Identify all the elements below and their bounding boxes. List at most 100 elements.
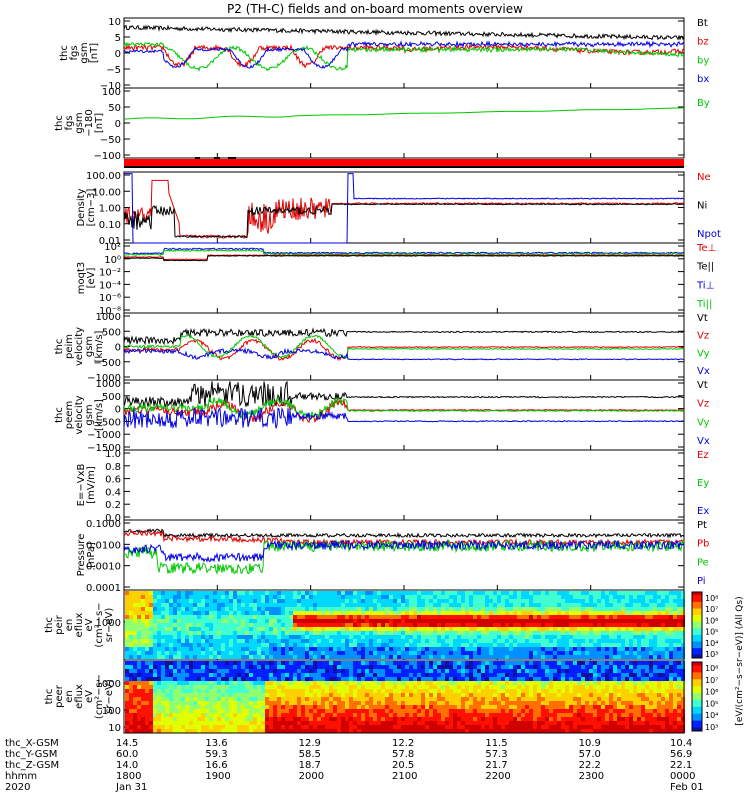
y-axis-label-line: E=−VxB	[76, 464, 87, 507]
legend-entry: By	[697, 98, 710, 109]
y-axis-label: Density [cm−3]	[76, 188, 97, 226]
y-axis-label-line: en	[64, 690, 75, 703]
legend-entry: Ti||	[696, 299, 712, 310]
y-axis-label: E=−VxB [mV/m]	[76, 464, 97, 507]
y-tick-label: −5	[106, 65, 121, 76]
y-tick-label: 0.6	[105, 475, 121, 486]
y-axis-label-line: [nT]	[89, 43, 100, 63]
y-axis-label-line: peer	[54, 684, 65, 708]
legend-entry: Pe	[697, 557, 709, 568]
x-tick-value: 57.8	[392, 749, 415, 760]
y-tick-label: 50	[108, 103, 121, 114]
y-axis-label: thc peim velocity gsm [km/s]	[54, 327, 105, 366]
y-tick-label: 0.0100	[86, 540, 121, 551]
legend-entry: Ti⊥	[696, 280, 714, 291]
y-axis-label-line: velocity	[74, 327, 85, 366]
x-tick-value: 14.5	[116, 738, 139, 749]
y-axis-label-line: sr−eV)	[104, 608, 115, 643]
colorbar-label: 10⁵	[705, 628, 718, 637]
y-tick-label: 500	[102, 392, 121, 403]
panel-efield: 1.0 0.8 0.60.4 0.2 0.0 E=−VxB [mV/m] Ez Ey Ex	[76, 449, 709, 524]
y-axis-label-line: eV	[84, 618, 95, 631]
y-tick-label: 10²	[104, 242, 121, 253]
series-Bt	[123, 24, 685, 41]
y-axis-label-line: [eV]	[86, 268, 97, 289]
y-tick-label: 1.00	[99, 204, 121, 215]
y-tick-label: 10⁻⁶	[99, 293, 121, 304]
legend-entry: Vx	[697, 366, 710, 377]
mode-bar	[124, 159, 684, 167]
y-tick-label: −100	[94, 151, 121, 162]
y-axis-label-line: thc	[44, 617, 55, 633]
y-tick-label: 0.0010	[86, 562, 121, 573]
legend-entry: Te⊥	[696, 243, 716, 254]
x-tick-value: 16.6	[205, 760, 228, 771]
colorbar-label: 10⁵	[705, 699, 718, 708]
series-Npot	[124, 173, 685, 244]
y-tick-label: 0.0	[105, 513, 121, 524]
x-tick-value: 10.4	[670, 738, 693, 749]
y-axis-label-line: peir	[54, 614, 65, 634]
x-tick-value: 2100	[392, 771, 418, 782]
legend-entry: Npot	[697, 229, 721, 240]
series-bx	[123, 40, 685, 69]
series-by	[123, 41, 685, 72]
legend-entry: Ne	[697, 172, 711, 183]
y-tick-label: −1000	[87, 373, 121, 384]
y-tick-label: 1000	[96, 379, 121, 390]
y-axis-label-line: gsm	[74, 112, 85, 133]
series-Ti-par	[123, 249, 685, 256]
panel-peim: 1000 500 0 −500 −1000 thc peim velocity gsm [km/s…	[54, 312, 710, 384]
y-axis-label: moqt3 [eV]	[76, 262, 97, 295]
y-tick-label: 100.00	[86, 171, 121, 182]
y-axis-label-line: eflux	[74, 613, 85, 638]
y-axis-label: thc fgs gsm [nT]	[59, 42, 100, 63]
y-axis-label-line: [km/s]	[94, 399, 105, 431]
x-tick-value: 22.1	[670, 760, 693, 771]
x-tick-value: 1800	[116, 771, 142, 782]
y-axis-label: thc peem velocity gsm [km/s]	[54, 395, 105, 434]
y-axis-label-line: thc	[54, 115, 65, 131]
legend-entry: Bt	[697, 18, 708, 29]
panel-frame	[123, 379, 685, 451]
series-peim-Vx	[123, 347, 684, 361]
colorbar-label: 10⁸	[705, 664, 718, 673]
colorbar-label: 10⁶	[705, 688, 718, 697]
legend-entry: Vy	[697, 348, 710, 359]
y-axis-label-line: eV	[84, 690, 95, 703]
y-tick-label: 10⁻⁴	[99, 280, 121, 291]
y-axis-label: thc peir en eflux eV (cm²−s− sr−eV)	[44, 602, 115, 647]
legend-entry: Pi	[697, 576, 706, 587]
y-axis-label-line: fgs	[69, 45, 80, 60]
y-axis-label-line: gsm	[79, 42, 90, 63]
legend-entry: Ni	[697, 201, 707, 212]
x-tick-value: 57.3	[485, 749, 508, 760]
panel-frame	[123, 449, 685, 521]
spectrogram-peir	[125, 591, 685, 659]
y-axis-label-line: eflux	[74, 684, 85, 709]
y-tick-label: 10⁰	[104, 255, 121, 266]
x-row-label: thc_X-GSM	[5, 738, 59, 749]
y-tick-label: 0.0001	[86, 583, 121, 594]
y-axis-label-line: [cm−3]	[86, 189, 97, 227]
y-tick-label: −50	[100, 135, 121, 146]
x-tick-value: 20.5	[392, 760, 415, 771]
y-tick-label: 5	[115, 33, 121, 44]
series-peem-Vy	[123, 395, 685, 420]
y-tick-label: 0	[115, 343, 121, 354]
y-tick-label: −500	[94, 358, 121, 369]
y-tick-label: 1000	[96, 679, 121, 690]
x-tick-value: 12.9	[298, 738, 321, 749]
panel-frame	[123, 171, 685, 244]
panel-frame	[123, 519, 685, 591]
y-tick-label: 100	[102, 87, 121, 98]
y-axis-label-line: sr−eV)	[104, 679, 115, 714]
colorbar-label: 10⁷	[705, 605, 718, 614]
y-axis-label-line: fgs	[64, 115, 75, 130]
mode-bar-mark	[195, 157, 200, 159]
y-tick-label: 10.00	[92, 187, 121, 198]
mode-bar-edge	[124, 166, 684, 168]
series-Te-par	[124, 254, 685, 262]
colorbar-label: 10⁶	[705, 616, 718, 625]
